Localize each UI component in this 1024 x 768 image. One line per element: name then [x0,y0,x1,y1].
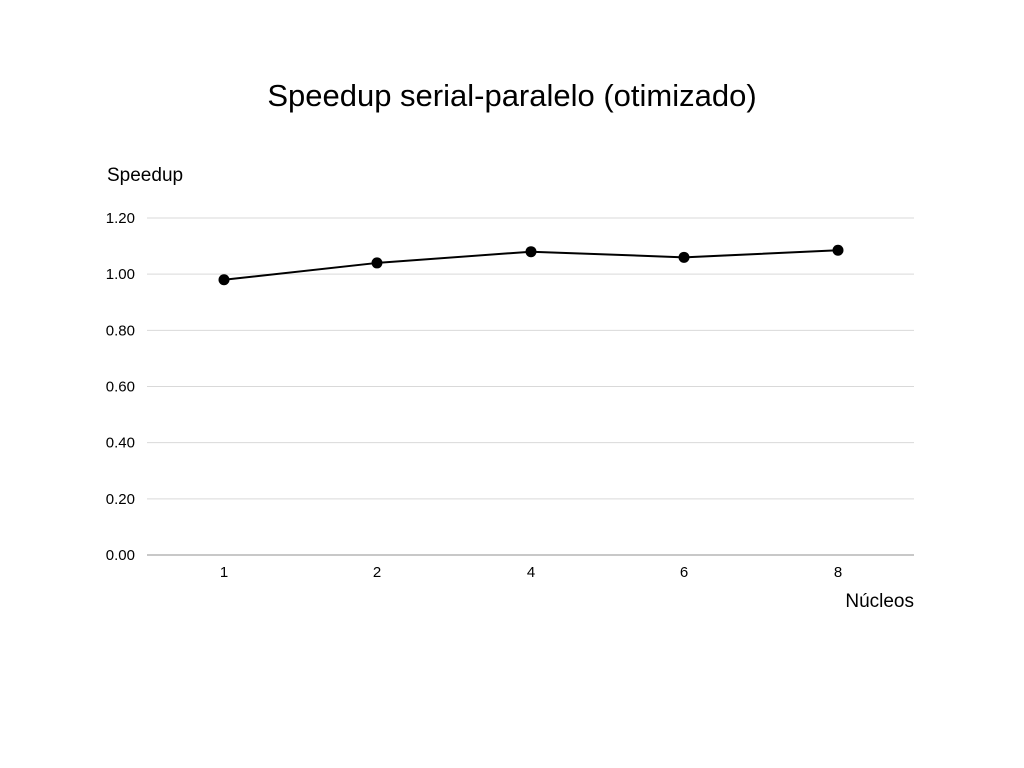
x-tick-labels: 1 2 4 6 8 [220,564,842,581]
y-tick-label: 0.80 [106,322,135,339]
data-point [525,246,537,258]
y-tick-label: 0.60 [106,379,135,396]
y-tick-label: 1.00 [106,266,135,283]
y-tick-label: 0.20 [106,491,135,508]
gridlines [147,217,914,500]
y-tick-label: 0.00 [106,547,135,564]
data-point [218,274,230,286]
data-point [832,244,844,256]
data-point [371,257,383,269]
x-tick-label: 8 [834,564,842,581]
x-tick-label: 1 [220,564,228,581]
x-tick-label: 2 [373,564,381,581]
y-tick-label: 1.20 [106,210,135,227]
y-axis-title: Speedup [107,165,183,186]
series-speedup [218,244,844,286]
chart-title: Speedup serial-paralelo (otimizado) [267,78,756,113]
x-tick-label: 6 [680,564,688,581]
y-tick-label: 0.40 [106,435,135,452]
data-point [678,251,690,263]
y-tick-labels: 0.00 0.20 0.40 0.60 0.80 1.00 1.20 [106,210,135,564]
x-axis-title: Núcleos [845,591,914,612]
x-tick-label: 4 [527,564,535,581]
